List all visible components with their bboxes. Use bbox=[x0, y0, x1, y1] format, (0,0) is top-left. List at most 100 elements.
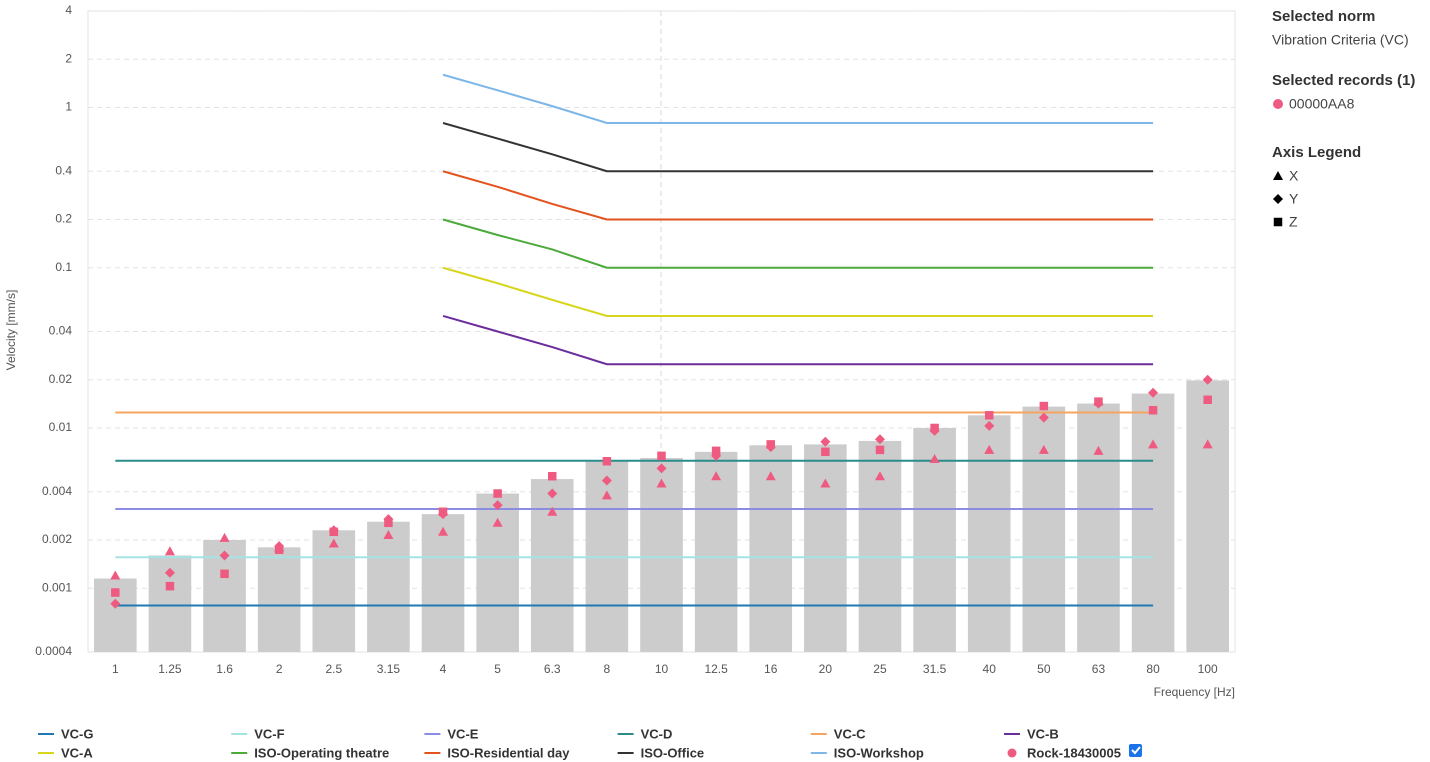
axis-legend-title: Axis Legend bbox=[1272, 144, 1361, 161]
x-tick-label: 8 bbox=[604, 662, 611, 676]
axis-point bbox=[601, 475, 612, 486]
axis-point bbox=[384, 518, 393, 528]
axis-point bbox=[820, 478, 831, 488]
legend-label: ISO-Office bbox=[641, 745, 705, 760]
axis-point bbox=[547, 488, 558, 499]
norm-line bbox=[442, 73, 1154, 125]
norm-line bbox=[442, 218, 1154, 269]
axis-point bbox=[548, 471, 557, 481]
bar bbox=[367, 521, 410, 652]
bar bbox=[640, 457, 683, 652]
legend-label: VC-B bbox=[1027, 726, 1059, 741]
axis-point bbox=[766, 440, 775, 449]
legend-label: ISO-Workshop bbox=[834, 745, 924, 760]
x-tick-label: 3.15 bbox=[377, 662, 401, 676]
x-tick-label: 12.5 bbox=[704, 662, 728, 676]
records-title: Selected records (1) bbox=[1272, 72, 1415, 89]
legend-label: VC-E bbox=[447, 726, 478, 741]
axis-point bbox=[984, 420, 995, 431]
y-tick-label: 1 bbox=[65, 100, 72, 114]
y-tick-label: 0.2 bbox=[55, 212, 72, 226]
norm-line bbox=[442, 122, 1154, 173]
axis-legend-symbol bbox=[1273, 194, 1283, 204]
x-tick-label: 2.5 bbox=[325, 662, 342, 676]
axis-point bbox=[1203, 395, 1212, 405]
axis-point bbox=[820, 436, 831, 447]
legend-dot bbox=[1007, 748, 1017, 758]
axis-point bbox=[1038, 444, 1049, 454]
axis-point bbox=[438, 507, 448, 517]
bar bbox=[967, 415, 1011, 652]
y-tick-label: 0.004 bbox=[42, 484, 72, 498]
x-tick-label: 50 bbox=[1037, 662, 1051, 676]
record-checkbox[interactable] bbox=[1128, 744, 1142, 757]
axis-point bbox=[601, 490, 612, 500]
axis-point bbox=[329, 527, 339, 537]
axis-point bbox=[1148, 439, 1159, 449]
axis-point bbox=[821, 447, 830, 457]
x-tick-label: 31.5 bbox=[923, 662, 947, 676]
x-tick-label: 1 bbox=[112, 662, 119, 676]
bar-layer bbox=[94, 380, 1229, 652]
axis-point bbox=[328, 538, 339, 548]
norm-title: Selected norm bbox=[1272, 8, 1375, 25]
axis-point bbox=[220, 569, 229, 579]
y-tick-label: 0.0004 bbox=[35, 644, 72, 658]
axis-point bbox=[984, 411, 994, 420]
bar bbox=[1022, 406, 1066, 652]
x-tick-label: 6.3 bbox=[544, 662, 561, 676]
record: 00000AA8 bbox=[1289, 96, 1355, 112]
legend-label: VC-G bbox=[61, 726, 94, 741]
axis-point bbox=[711, 446, 721, 456]
line-layer bbox=[115, 73, 1154, 607]
axis-point bbox=[1038, 412, 1049, 423]
axis-legend-label: Z bbox=[1289, 214, 1298, 230]
bar bbox=[312, 530, 356, 652]
axis-point bbox=[219, 532, 230, 542]
norm: Vibration Criteria (VC) bbox=[1272, 32, 1409, 48]
y-tick-label: 0.04 bbox=[49, 324, 73, 338]
x-tick-label: 20 bbox=[819, 662, 833, 676]
legend-label: VC-A bbox=[61, 745, 93, 760]
bar bbox=[804, 444, 847, 652]
checkbox-check bbox=[1131, 746, 1141, 755]
bar bbox=[1077, 403, 1120, 652]
axis-legend-symbol bbox=[1273, 217, 1283, 227]
bar bbox=[257, 547, 301, 652]
bar bbox=[1131, 393, 1175, 652]
axis-point bbox=[1148, 387, 1159, 398]
y-tick-label: 4 bbox=[65, 3, 72, 17]
y-tick-label: 0.4 bbox=[55, 163, 72, 177]
y-tick-label: 0.001 bbox=[42, 580, 72, 594]
axis-legend-label: X bbox=[1289, 168, 1299, 184]
axis-point bbox=[711, 471, 722, 481]
record-dot bbox=[1273, 99, 1283, 109]
axis-point bbox=[875, 445, 885, 455]
axis-point bbox=[656, 463, 667, 474]
axis-point bbox=[111, 588, 120, 597]
x-axis-label: Frequency [Hz] bbox=[1154, 685, 1235, 699]
axis-point bbox=[274, 545, 284, 554]
x-tick-label: 63 bbox=[1092, 662, 1106, 676]
axis-point bbox=[930, 423, 939, 433]
norm-line bbox=[442, 170, 1154, 221]
legend-label: ISO-Operating theatre bbox=[254, 745, 389, 760]
bar bbox=[1186, 380, 1229, 652]
bar bbox=[530, 479, 574, 652]
x-tick-label: 5 bbox=[494, 662, 501, 676]
bar bbox=[421, 514, 465, 652]
y-tick-label: 0.002 bbox=[42, 532, 72, 546]
y-tick-label: 0.1 bbox=[55, 260, 72, 274]
norm-line bbox=[442, 266, 1154, 317]
x-tick-label: 10 bbox=[655, 662, 669, 676]
norm-line bbox=[442, 315, 1154, 366]
axis-point bbox=[219, 550, 230, 561]
axis-point bbox=[1039, 401, 1049, 411]
point-layer bbox=[110, 374, 1213, 609]
x-tick-label: 25 bbox=[873, 662, 887, 676]
y-axis-label: Velocity [mm/s] bbox=[4, 290, 18, 371]
axis-point bbox=[602, 456, 612, 466]
axis-point bbox=[110, 598, 121, 609]
axis-legend-symbol bbox=[1273, 171, 1283, 180]
